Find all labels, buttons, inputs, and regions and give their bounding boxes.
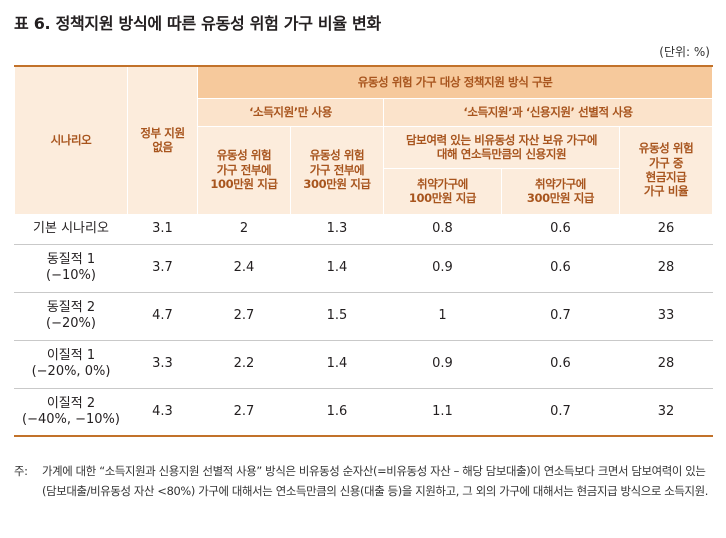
header-col-vuln100: 취약가구에 100만원 지급: [383, 167, 502, 215]
row-scenario: 이질적 1 (−20%, 0%): [14, 339, 128, 389]
row-scenario: 이질적 2 (−40%, −10%): [14, 387, 128, 437]
cell: 2.7: [197, 291, 291, 341]
header-group-main: 유동성 위험 가구 대상 정책지원 방식 구분: [196, 65, 714, 99]
cell: 2.2: [197, 339, 291, 389]
header-no-support: 정부 지원 없음: [127, 65, 198, 215]
cell: 0.9: [383, 339, 502, 389]
cell: 1.5: [290, 291, 384, 341]
header-col-collateral: 담보여력 있는 비유동성 자산 보유 가구에 대해 연소득만큼의 신용지원: [383, 125, 620, 169]
cell: 28: [618, 339, 714, 389]
header-group-income: ‘소득지원’만 사용: [197, 97, 384, 127]
table-row: 기본 시나리오 3.1 2 1.3 0.8 0.6 26: [14, 213, 714, 245]
table-row: 이질적 1 (−20%, 0%) 3.3 2.2 1.4 0.9 0.6 28: [14, 339, 714, 389]
cell: 4.7: [127, 291, 198, 341]
cell: 0.9: [383, 243, 502, 293]
table-row: 동질적 2 (−20%) 4.7 2.7 1.5 1 0.7 33: [14, 291, 714, 341]
unit-label: (단위: %): [659, 45, 710, 59]
header-col-300: 유동성 위험 가구 전부에 300만원 지급: [290, 125, 384, 215]
row-scenario: 동질적 1 (−10%): [14, 243, 128, 293]
cell: 4.3: [127, 387, 198, 437]
header-col-100: 유동성 위험 가구 전부에 100만원 지급: [197, 125, 291, 215]
cell: 1.1: [383, 387, 502, 437]
cell: 1: [383, 291, 502, 341]
cell: 2: [197, 213, 291, 245]
cell: 1.4: [290, 339, 384, 389]
cell: 0.8: [383, 213, 502, 245]
footnote-text: 가계에 대한 “소득지원과 신용지원 선별적 사용” 방식은 비유동성 순자산(…: [42, 464, 709, 498]
cell: 2.7: [197, 387, 291, 437]
cell: 3.3: [127, 339, 198, 389]
cell: 28: [618, 243, 714, 293]
row-scenario: 동질적 2 (−20%): [14, 291, 128, 341]
cell: 2.4: [197, 243, 291, 293]
header-col-cash-ratio: 유동성 위험 가구 중 현금지급 가구 비율: [618, 125, 714, 215]
cell: 33: [618, 291, 714, 341]
cell: 3.1: [127, 213, 198, 245]
table-row: 이질적 2 (−40%, −10%) 4.3 2.7 1.6 1.1 0.7 3…: [14, 387, 714, 437]
cell: 1.6: [290, 387, 384, 437]
cell: 0.6: [501, 213, 620, 245]
cell: 1.4: [290, 243, 384, 293]
header-col-vuln300: 취약가구에 300만원 지급: [501, 167, 620, 215]
cell: 32: [618, 387, 714, 437]
cell: 1.3: [290, 213, 384, 245]
cell: 0.6: [501, 339, 620, 389]
table-title: 표 6. 정책지원 방식에 따른 유동성 위험 가구 비율 변화: [14, 14, 381, 33]
data-table: 시나리오 정부 지원 없음 유동성 위험 가구 대상 정책지원 방식 구분 ‘소…: [14, 65, 714, 437]
cell: 3.7: [127, 243, 198, 293]
cell: 26: [618, 213, 714, 245]
cell: 0.7: [501, 387, 620, 437]
header-scenario: 시나리오: [14, 65, 128, 215]
header-group-selective: ‘소득지원’과 ‘신용지원’ 선별적 사용: [382, 97, 714, 127]
cell: 0.7: [501, 291, 620, 341]
cell: 0.6: [501, 243, 620, 293]
row-scenario: 기본 시나리오: [14, 213, 128, 245]
footnote: 주: 가계에 대한 “소득지원과 신용지원 선별적 사용” 방식은 비유동성 순…: [14, 461, 714, 501]
footnote-label: 주:: [14, 464, 28, 478]
table-row: 동질적 1 (−10%) 3.7 2.4 1.4 0.9 0.6 28: [14, 243, 714, 293]
